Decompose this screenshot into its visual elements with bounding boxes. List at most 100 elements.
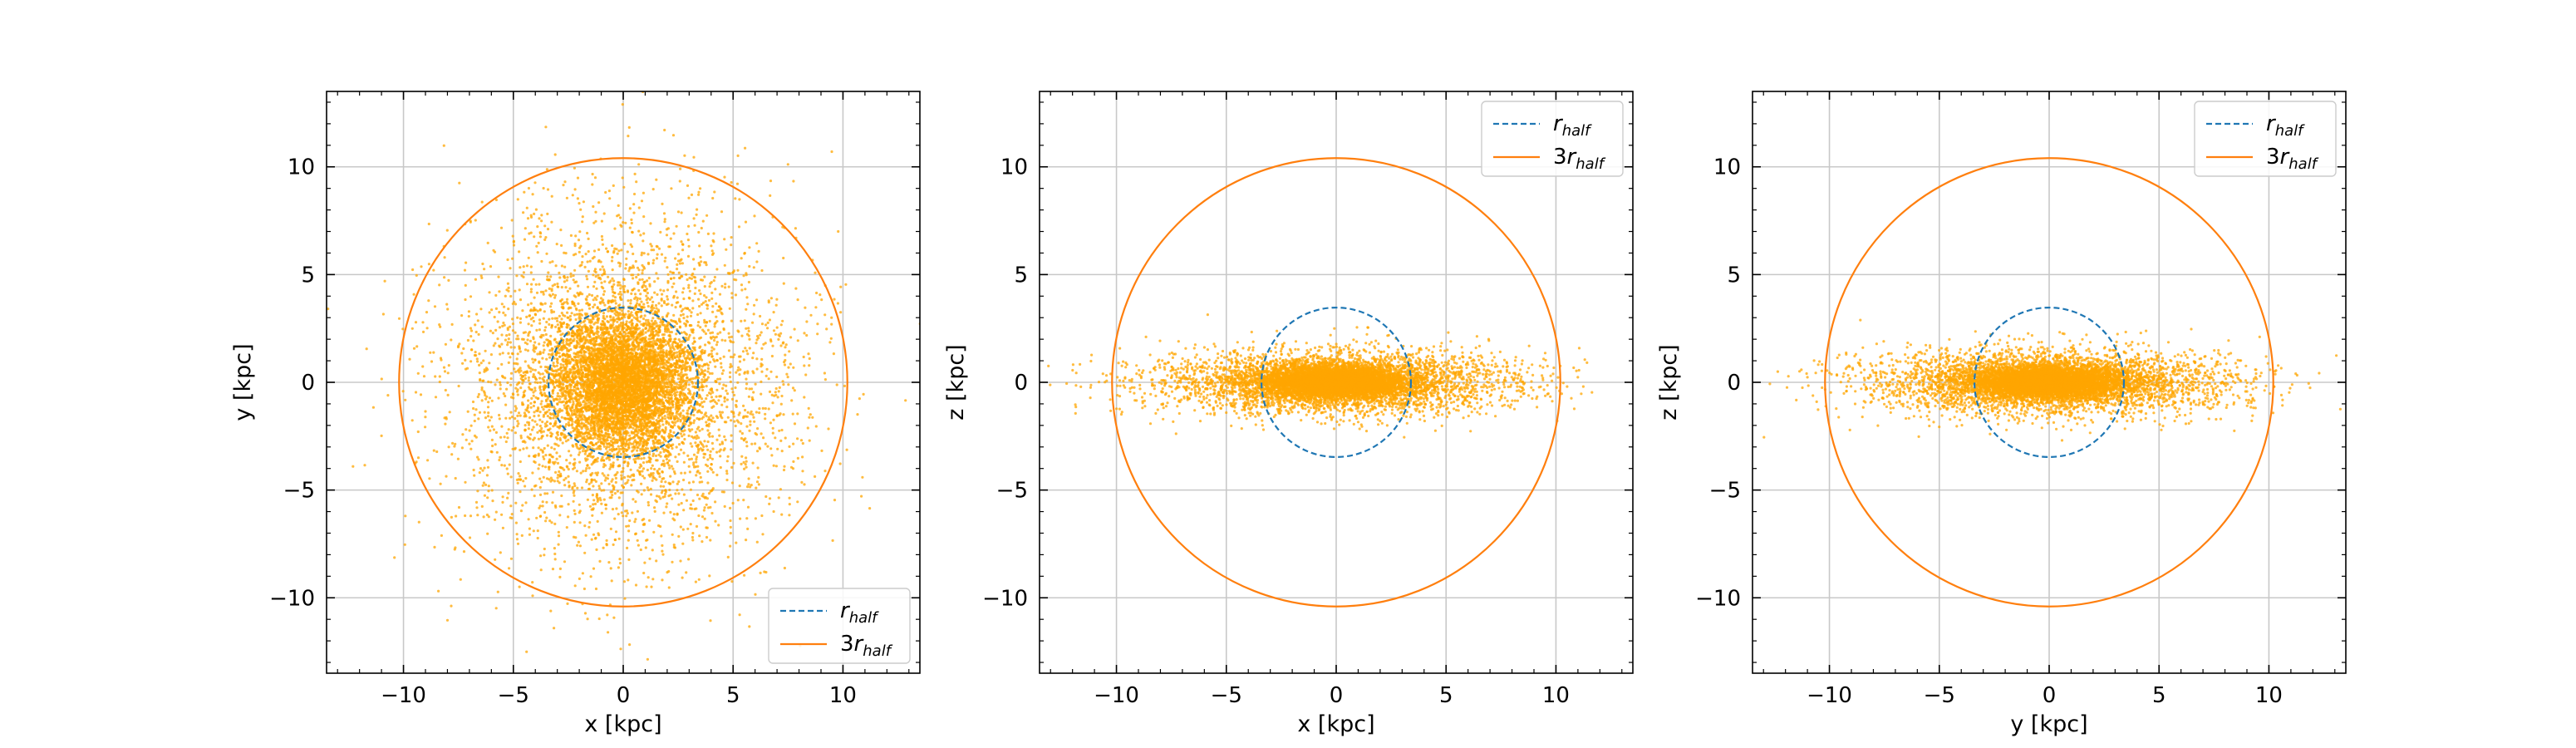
data-point <box>380 434 383 438</box>
data-point <box>685 359 688 362</box>
data-point <box>583 612 587 615</box>
data-point <box>623 452 627 456</box>
data-point <box>505 467 509 470</box>
data-point <box>499 381 502 384</box>
data-point <box>527 186 531 190</box>
data-point <box>629 468 632 471</box>
data-point <box>662 300 666 303</box>
data-point <box>686 527 690 530</box>
data-point <box>619 647 622 651</box>
data-point <box>583 587 587 591</box>
data-point <box>604 190 607 194</box>
data-point <box>525 283 529 286</box>
data-point <box>504 294 507 298</box>
data-point <box>655 459 658 462</box>
data-point <box>609 567 612 570</box>
data-point <box>475 506 479 509</box>
data-point <box>526 406 529 409</box>
data-point <box>648 453 651 456</box>
data-point <box>661 553 665 556</box>
data-point <box>523 440 526 443</box>
data-point <box>476 490 479 493</box>
data-point <box>646 504 651 507</box>
data-point <box>575 312 578 316</box>
data-point <box>713 420 716 423</box>
data-point <box>411 268 415 272</box>
data-point <box>533 389 537 392</box>
data-point <box>572 274 575 278</box>
data-point <box>627 431 630 435</box>
data-point <box>640 322 643 326</box>
data-point <box>685 273 688 276</box>
data-point <box>544 454 548 457</box>
data-point <box>723 400 726 403</box>
data-point <box>730 319 734 322</box>
data-point <box>677 443 681 446</box>
data-point <box>714 519 717 523</box>
data-point <box>464 283 467 287</box>
data-point <box>529 214 533 217</box>
data-point <box>659 366 662 369</box>
data-point <box>499 383 502 386</box>
data-point <box>481 484 484 487</box>
data-point <box>551 490 555 494</box>
data-point <box>530 324 533 327</box>
data-point <box>573 281 577 284</box>
data-point <box>620 476 623 480</box>
data-point <box>830 322 833 326</box>
data-point <box>602 489 606 492</box>
data-point <box>543 422 548 426</box>
data-point <box>538 322 542 325</box>
data-point <box>710 297 714 300</box>
data-point <box>674 306 677 309</box>
data-point <box>599 297 603 300</box>
data-point <box>686 379 689 382</box>
data-point <box>662 363 666 367</box>
data-point <box>720 312 724 316</box>
data-point <box>648 284 651 288</box>
data-point <box>548 468 551 471</box>
data-point <box>670 394 674 397</box>
data-point <box>531 193 534 196</box>
data-point <box>668 488 671 492</box>
data-point <box>837 229 840 234</box>
data-point <box>746 505 750 509</box>
data-point <box>582 200 586 204</box>
data-point <box>801 470 804 473</box>
data-point <box>552 362 555 365</box>
data-point <box>524 374 527 377</box>
data-point <box>691 342 695 345</box>
data-point <box>563 180 567 184</box>
data-point <box>480 388 484 391</box>
data-point <box>663 220 666 224</box>
data-point <box>681 528 685 531</box>
data-point <box>622 580 627 583</box>
data-point <box>796 298 799 302</box>
data-point <box>580 308 584 312</box>
data-point <box>626 512 629 515</box>
data-point <box>612 326 616 329</box>
data-point <box>501 500 504 504</box>
data-point <box>533 415 536 418</box>
data-point <box>500 342 504 346</box>
data-point <box>564 286 568 289</box>
data-point <box>604 428 607 432</box>
data-point <box>628 207 632 210</box>
data-point <box>563 251 566 254</box>
data-point <box>494 198 499 202</box>
data-point <box>727 349 731 352</box>
data-point <box>646 253 650 256</box>
data-point <box>600 219 604 223</box>
data-point <box>627 310 630 313</box>
data-point <box>740 422 743 426</box>
data-point <box>509 372 514 375</box>
data-point <box>741 350 745 353</box>
data-point <box>674 345 678 348</box>
data-point <box>666 312 670 315</box>
data-point <box>642 440 645 444</box>
data-point <box>739 368 742 372</box>
data-point <box>736 329 740 332</box>
data-point <box>488 311 491 314</box>
data-point <box>494 342 497 345</box>
